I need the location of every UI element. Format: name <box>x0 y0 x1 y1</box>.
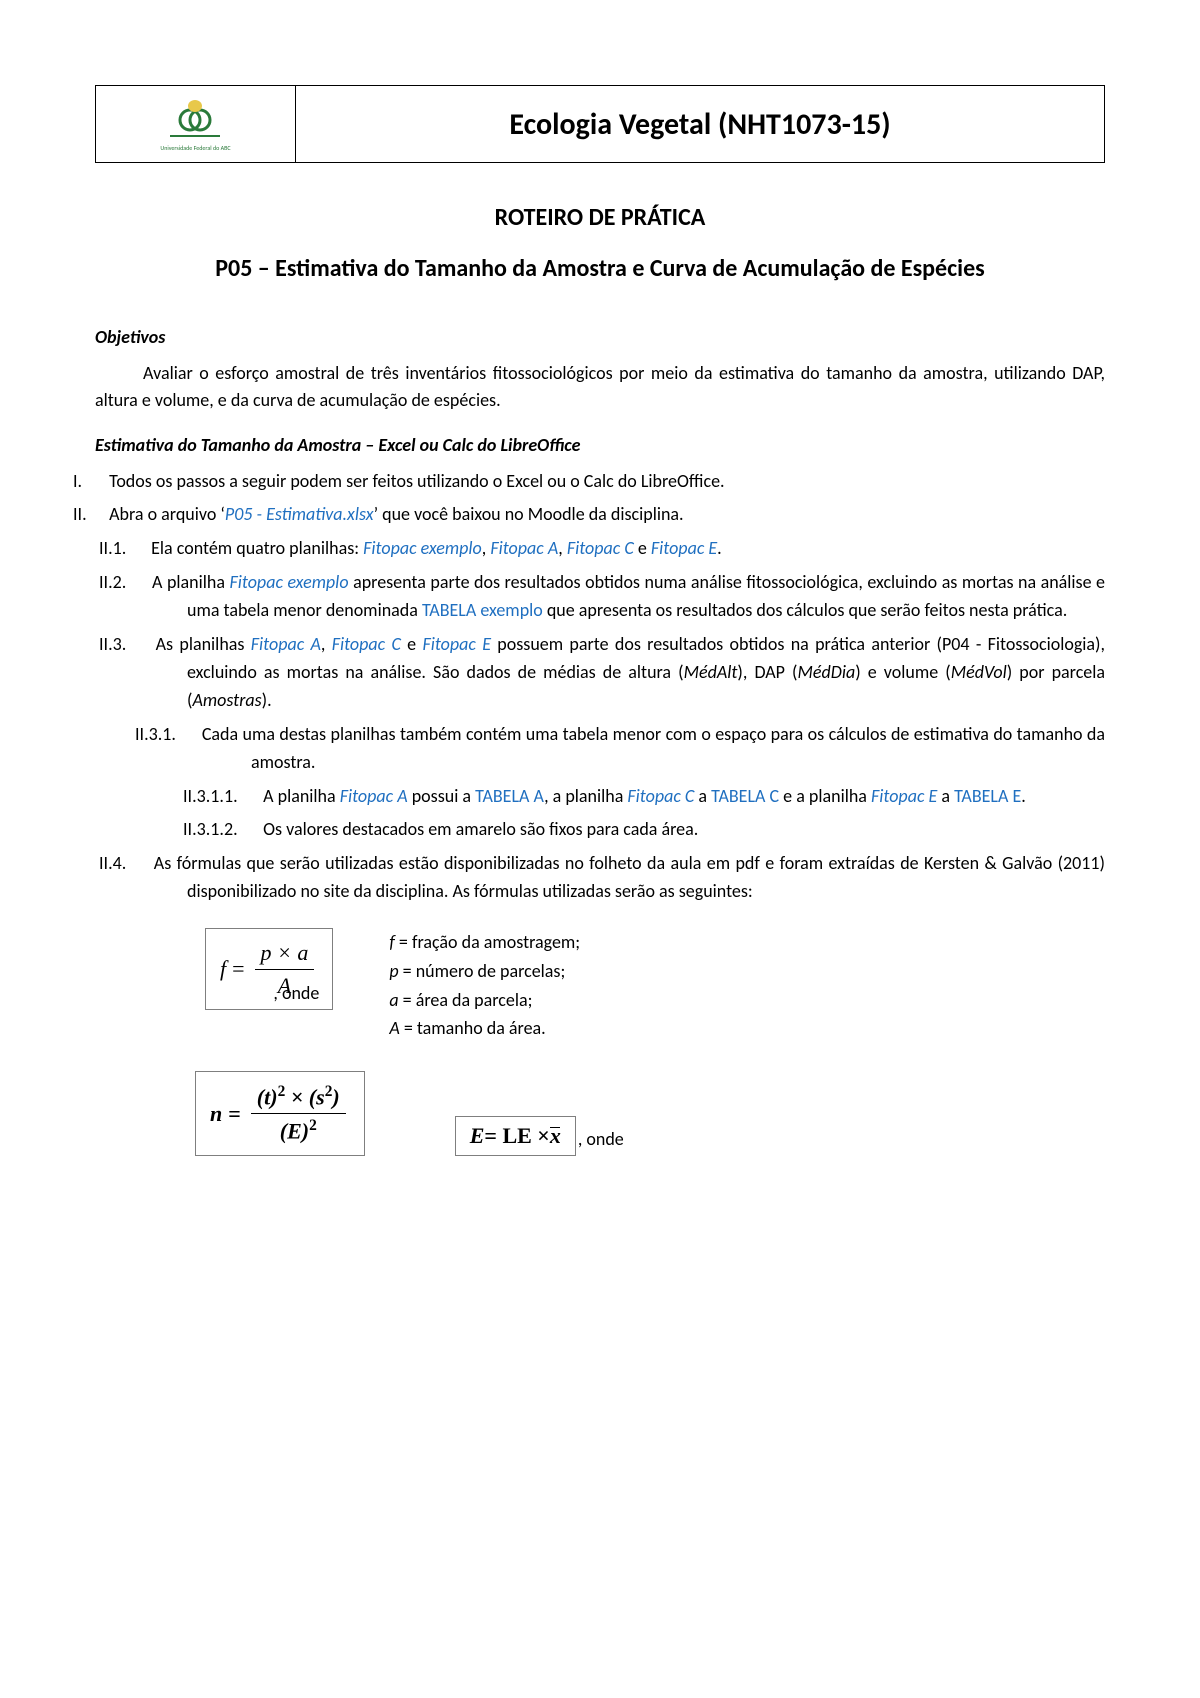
logo: Universidade Federal do ABC <box>160 96 230 152</box>
subtitle: ROTEIRO DE PRÁTICA <box>95 203 1105 232</box>
link-fitopac-c[interactable]: Fitopac C <box>567 537 634 559</box>
link-file[interactable]: P05 - Estimativa.xlsx <box>225 503 374 525</box>
link-tabela-ex[interactable]: TABELA exemplo <box>422 599 543 621</box>
link-fa[interactable]: Fitopac A <box>251 633 321 655</box>
estimate-head: Estimativa do Tamanho da Amostra – Excel… <box>95 434 1105 456</box>
link-fe[interactable]: Fitopac E <box>422 633 491 655</box>
link-fitopac-a[interactable]: Fitopac A <box>490 537 558 559</box>
course-title: Ecologia Vegetal (NHT1073-15) <box>509 106 890 143</box>
formula-row-2: n = (t)2 × (s2) (E)2 E = LE × x , onde <box>195 1071 1105 1156</box>
item-II312: II.3.1.2. Os valores destacados em amare… <box>95 816 1105 844</box>
link-fitopac-e[interactable]: Fitopac E <box>651 537 717 559</box>
header-table: Universidade Federal do ABC Ecologia Veg… <box>95 85 1105 163</box>
page: Universidade Federal do ABC Ecologia Veg… <box>0 0 1200 1698</box>
formula-row-1: f = p × a A , onde f = fração da amostra… <box>205 928 1105 1043</box>
item-II3: II.3. As planilhas Fitopac A, Fitopac C … <box>95 631 1105 715</box>
item-II31: II.3.1. Cada uma destas planilhas também… <box>95 721 1105 777</box>
ufabc-logo-icon <box>160 96 230 144</box>
title-cell: Ecologia Vegetal (NHT1073-15) <box>296 86 1104 162</box>
formula-n: n = (t)2 × (s2) (E)2 <box>195 1071 365 1156</box>
item-II1: II.1. Ela contém quatro planilhas: Fitop… <box>95 535 1105 563</box>
where-1: , onde <box>273 982 319 1010</box>
item-II311: II.3.1.1. A planilha Fitopac A possui a … <box>95 783 1105 811</box>
text-II-post: ’ que você baixou no Moodle da disciplin… <box>374 503 684 525</box>
objectives-text: Avaliar o esforço amostral de três inven… <box>95 360 1105 414</box>
formula-E: E = LE × x <box>455 1116 576 1156</box>
text-I: Todos os passos a seguir podem ser feito… <box>109 470 724 492</box>
link-fitopac-ex[interactable]: Fitopac exemplo <box>363 537 482 559</box>
objectives-head: Objetivos <box>95 326 1105 348</box>
where-2: , onde <box>578 1128 624 1156</box>
item-II4: II.4. As fórmulas que serão utilizadas e… <box>95 850 1105 906</box>
logo-caption: Universidade Federal do ABC <box>160 144 230 152</box>
text-II-pre: Abra o arquivo ‘ <box>109 503 225 525</box>
item-II: II. Abra o arquivo ‘P05 - Estimativa.xls… <box>95 501 1105 529</box>
item-II2: II.2. A planilha Fitopac exemplo apresen… <box>95 569 1105 625</box>
item-I: I. Todos os passos a seguir podem ser fe… <box>95 468 1105 496</box>
document-title: P05 – Estimativa do Tamanho da Amostra e… <box>155 252 1045 286</box>
logo-cell: Universidade Federal do ABC <box>96 86 296 162</box>
formula-defs: f = fração da amostragem; p = número de … <box>389 928 580 1043</box>
link-fc[interactable]: Fitopac C <box>332 633 401 655</box>
link-fitopac-ex-2[interactable]: Fitopac exemplo <box>229 571 348 593</box>
